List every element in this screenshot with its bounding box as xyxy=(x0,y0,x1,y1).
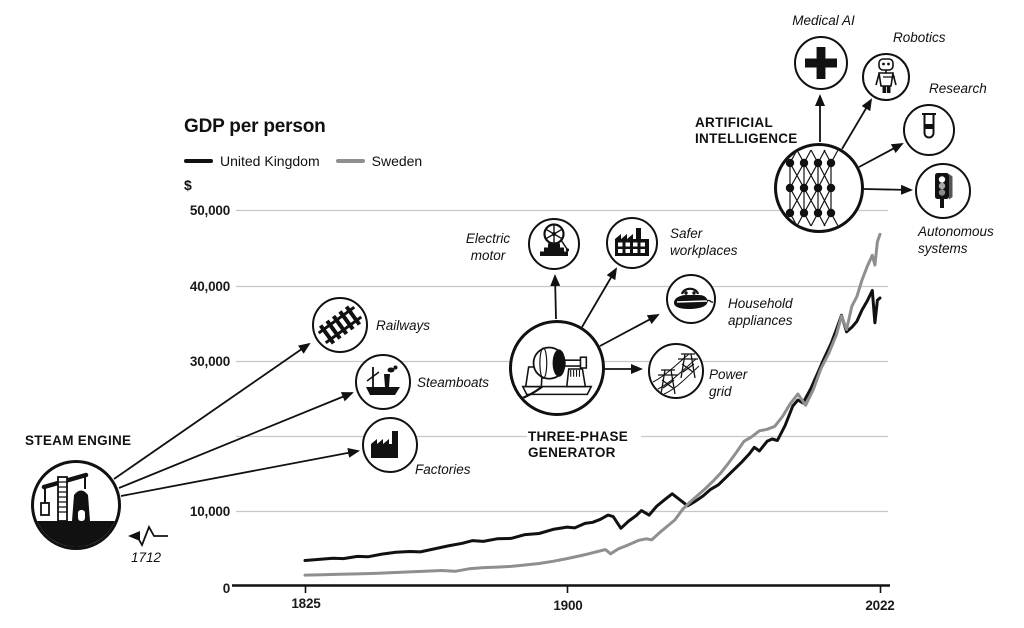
arrow-ai-to-research xyxy=(858,143,904,168)
x-tick-1825: 1825 xyxy=(291,596,321,611)
legend-item-sweden: Sweden xyxy=(335,153,423,169)
legend-label-sweden: Sweden xyxy=(371,153,423,169)
electric-motor-label: Electric motor xyxy=(465,231,511,263)
power-grid-badge xyxy=(648,343,704,399)
neural-network-icon xyxy=(782,149,839,227)
legend-item-uk: United Kingdom xyxy=(184,153,320,169)
household-appliances-label: Household appliances xyxy=(728,296,793,328)
ai-badge xyxy=(774,143,864,233)
y-tick-30000: 30,000 xyxy=(189,354,230,369)
arrow-steam-to-factories xyxy=(120,447,360,497)
generator-badge xyxy=(509,320,605,416)
generator-title: THREE-PHASE GENERATOR xyxy=(527,429,641,461)
steamboats-label: Steamboats xyxy=(417,375,490,390)
y-tick-50000: 50,000 xyxy=(189,203,230,218)
safer-workplaces-badge xyxy=(606,217,658,269)
y-tick-0: 0 xyxy=(222,581,231,596)
household-appliances-icon xyxy=(674,287,713,309)
arrow-1712-zigzag xyxy=(128,524,168,548)
ai-title: ARTIFICIAL INTELLIGENCE xyxy=(695,115,798,146)
factories-label: Factories xyxy=(415,462,471,477)
x-tick-1900: 1900 xyxy=(553,598,583,613)
legend-label-uk: United Kingdom xyxy=(220,153,320,169)
railways-label: Railways xyxy=(376,318,431,333)
robot-icon xyxy=(875,58,897,93)
x-tick-2022: 2022 xyxy=(865,598,895,613)
three-phase-generator-icon xyxy=(518,346,593,401)
steamboats-badge xyxy=(355,354,411,410)
steam-engine-title: STEAM ENGINE xyxy=(24,433,133,449)
railways-icon xyxy=(317,305,363,345)
medical-cross-icon xyxy=(805,47,837,79)
steam-engine-icon xyxy=(34,472,118,547)
annotation-arrows xyxy=(113,94,913,548)
electric-motor-badge xyxy=(528,218,580,270)
robotics-label: Robotics xyxy=(893,30,946,45)
sweden-line-swatch xyxy=(335,159,365,163)
test-tube-icon xyxy=(922,113,936,139)
arrow-ai-to-autonomous xyxy=(863,184,913,195)
autonomous-systems-label: Autonomous systems xyxy=(918,224,994,256)
y-axis-unit: $ xyxy=(184,177,192,193)
legend: United Kingdom Sweden xyxy=(184,153,430,169)
medical-ai-badge xyxy=(794,36,848,90)
sweden-line xyxy=(303,232,882,577)
research-badge xyxy=(903,104,955,156)
y-tick-10000: 10,000 xyxy=(189,504,230,519)
robotics-badge xyxy=(862,53,910,101)
factories-badge xyxy=(362,417,418,473)
traffic-light-icon xyxy=(935,173,953,208)
medical-ai-label: Medical AI xyxy=(792,13,855,28)
autonomous-systems-badge xyxy=(915,163,971,219)
arrow-steam-to-steamboats xyxy=(118,392,354,489)
safer-workplaces-label: Safer workplaces xyxy=(670,226,738,258)
x-axis-ticks xyxy=(304,586,882,593)
steam-engine-year: 1712 xyxy=(131,550,162,565)
arrow-generator-to-motor xyxy=(550,274,561,320)
steam-engine-badge xyxy=(31,460,121,550)
arrow-generator-to-workplaces xyxy=(581,267,618,328)
power-grid-icon xyxy=(652,353,700,395)
uk-line xyxy=(303,289,882,562)
arrow-steam-to-railways xyxy=(113,342,311,480)
research-label: Research xyxy=(929,81,987,96)
arrow-generator-to-appliances xyxy=(599,314,660,347)
power-grid-label: Power grid xyxy=(709,367,748,399)
uk-line-swatch xyxy=(184,159,213,163)
page-title: GDP per person xyxy=(184,116,326,137)
safer-workplaces-icon xyxy=(615,228,649,256)
y-tick-40000: 40,000 xyxy=(189,279,230,294)
arrow-ai-to-robotics xyxy=(841,98,873,150)
steamboats-icon xyxy=(366,365,400,395)
factories-icon xyxy=(371,431,398,458)
electric-motor-icon xyxy=(540,223,570,256)
household-appliances-badge xyxy=(666,274,716,324)
railways-badge xyxy=(312,297,368,353)
